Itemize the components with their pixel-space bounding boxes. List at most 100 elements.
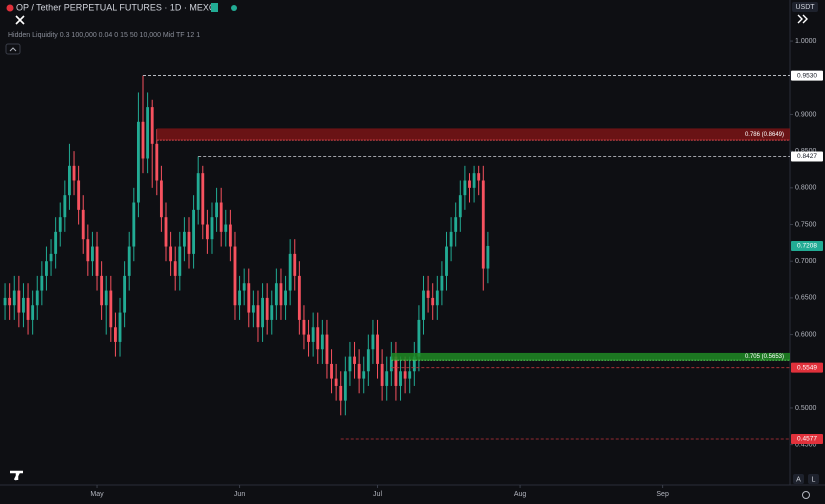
- level-tag: [791, 70, 823, 81]
- candle-body: [104, 290, 108, 306]
- candle-body: [12, 290, 16, 306]
- currency-label: USDT: [795, 4, 815, 11]
- collapse-button[interactable]: [5, 43, 21, 55]
- liquidity-zone: [391, 352, 790, 361]
- candle-body: [91, 246, 94, 262]
- chart-title: OP / Tether PERPETUAL FUTURES · 1D · MEX…: [16, 2, 216, 12]
- candle-body: [228, 224, 232, 247]
- log-scale-button[interactable]: [808, 474, 819, 484]
- close-icon[interactable]: [15, 15, 25, 25]
- candle-body: [288, 253, 292, 291]
- candle-body: [72, 165, 76, 181]
- candle-body: [412, 356, 416, 372]
- candle-body: [486, 245, 490, 269]
- y-tick-label: 1.0000: [795, 38, 817, 45]
- candle-body: [445, 246, 448, 276]
- y-tick-label: 0.7500: [795, 221, 817, 228]
- candle-body: [343, 371, 347, 401]
- liquidity-zone: [156, 128, 790, 141]
- candle-body: [54, 231, 58, 254]
- candle-body: [173, 261, 177, 276]
- indicator-legend: Hidden Liquidity 0.3 100,000 0.04 0 15 5…: [8, 32, 200, 39]
- level-tag: [791, 433, 823, 444]
- y-tick-label: 0.8000: [795, 185, 817, 192]
- plot-area: [3, 75, 490, 416]
- level-tag-label: 0.5549: [797, 364, 817, 371]
- candle-body: [357, 363, 361, 379]
- candle-body: [399, 371, 402, 386]
- candle-body: [118, 312, 122, 342]
- candle-body: [435, 290, 439, 306]
- candle-body: [403, 371, 407, 379]
- candle-body: [302, 319, 306, 335]
- collapse-arrow: [9, 47, 17, 52]
- y-tick-label: 0.9000: [795, 111, 817, 118]
- level-tag: [791, 151, 823, 162]
- candle-body: [233, 246, 237, 306]
- candle-body: [95, 246, 99, 276]
- candle-body: [385, 371, 389, 386]
- candle-body: [63, 195, 67, 218]
- candle-body: [22, 297, 25, 313]
- candle-body: [477, 173, 481, 181]
- candle-body: [389, 356, 393, 372]
- candle-body: [353, 356, 356, 364]
- zone-label: 0.786 (0.8649): [745, 132, 784, 138]
- auto-scale-button[interactable]: [793, 474, 804, 484]
- candle-body: [169, 246, 173, 262]
- y-tick-label: 0.8500: [795, 148, 817, 155]
- candle-body: [141, 121, 145, 159]
- candle-body: [45, 261, 48, 276]
- candle-body: [339, 385, 343, 401]
- y-tick-label: 0.5000: [795, 405, 817, 412]
- candle-body: [279, 283, 283, 306]
- x-tick-label: Sep: [656, 491, 669, 498]
- price-tag-label: 0.7208: [797, 243, 817, 250]
- candle-body: [17, 290, 21, 313]
- candle-body: [146, 107, 150, 159]
- candle-body: [348, 356, 352, 372]
- candle-body: [40, 275, 44, 291]
- candle-body: [192, 209, 196, 254]
- candle-body: [468, 180, 471, 188]
- candle-body: [417, 319, 421, 357]
- candle-body: [58, 217, 62, 232]
- candle-body: [205, 224, 209, 240]
- symbol-icon: [6, 4, 14, 12]
- y-tick-label: 0.6000: [795, 331, 817, 338]
- candle-body: [431, 297, 435, 306]
- candle-body: [8, 297, 12, 306]
- currency-button[interactable]: [792, 2, 818, 12]
- candle-body: [284, 290, 287, 306]
- candle-body: [49, 253, 53, 262]
- candle-body: [334, 378, 338, 386]
- candle-body: [123, 275, 127, 313]
- candle-body: [449, 231, 453, 247]
- candle-body: [325, 334, 329, 364]
- expand-icon[interactable]: [797, 14, 808, 24]
- candle-body: [330, 363, 333, 379]
- candle-body: [210, 217, 214, 240]
- candle-body: [182, 231, 186, 247]
- candle-body: [274, 283, 278, 306]
- x-tick-label: Jun: [234, 491, 245, 498]
- settings-icon[interactable]: [802, 491, 810, 499]
- candle-body: [408, 371, 412, 379]
- candle-body: [265, 297, 269, 320]
- candle-body: [320, 334, 324, 350]
- level-tag-label: 0.4577: [797, 436, 817, 443]
- candle-body: [261, 297, 264, 328]
- candle-body: [463, 180, 467, 196]
- log-scale-icon: L: [812, 476, 816, 483]
- candle-body: [155, 143, 159, 181]
- candle-body: [481, 180, 485, 269]
- y-tick-label: 0.4500: [795, 441, 817, 448]
- candle-body: [26, 297, 30, 320]
- candle-body: [472, 173, 476, 188]
- candle-body: [426, 290, 430, 298]
- candle-body: [132, 202, 136, 247]
- price-tag: [791, 240, 823, 251]
- candle-body: [31, 305, 35, 320]
- candle-body: [297, 275, 301, 320]
